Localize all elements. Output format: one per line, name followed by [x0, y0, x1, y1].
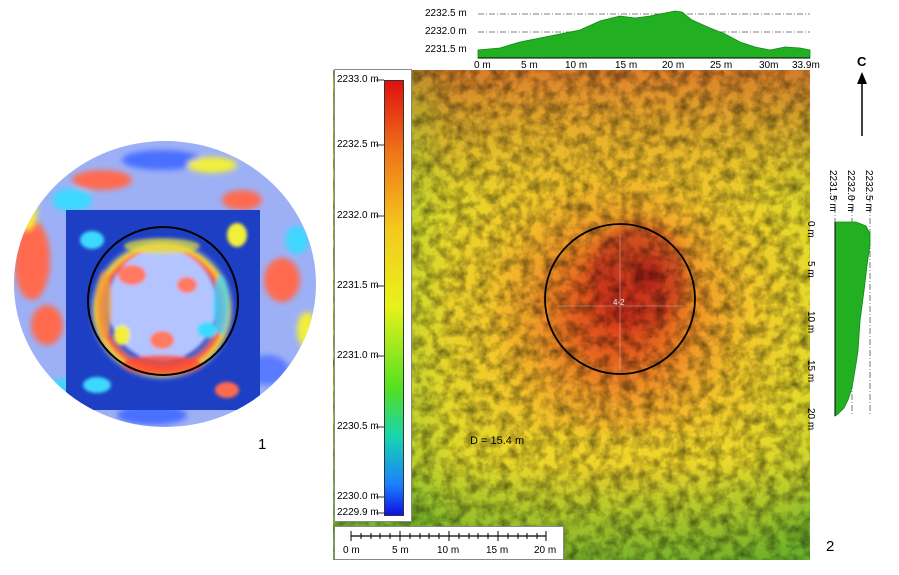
diameter-circle — [544, 223, 696, 375]
colorbar-ticks — [376, 79, 384, 514]
north-label: C — [857, 54, 867, 69]
side-profile-chart — [834, 196, 871, 417]
heatmap-panel — [14, 141, 316, 427]
scale-tick-3: 15 m — [486, 545, 509, 556]
top-profile-area — [477, 10, 811, 59]
diameter-label: D = 15.4 m — [470, 435, 525, 447]
colorbar-label-3: 2231.5 m — [337, 280, 379, 291]
elevation-map — [333, 70, 810, 560]
panel-2-number: 2 — [826, 538, 835, 555]
scale-tick-1: 5 m — [392, 545, 409, 556]
colorbar-label-6: 2230.0 m — [337, 491, 379, 502]
scale-bar — [350, 531, 547, 541]
scale-tick-4: 20 m — [534, 545, 557, 556]
circle-outline — [87, 226, 239, 376]
top-profile-x-label-2: 10 m — [565, 60, 588, 71]
scale-tick-2: 10 m — [437, 545, 460, 556]
top-profile-x-label-0: 0 m — [474, 60, 491, 71]
colorbar-label-5: 2230.5 m — [337, 421, 379, 432]
side-profile-left-label-1: 5 m — [805, 261, 816, 278]
top-profile-y-label-0: 2232.5 m — [425, 8, 467, 19]
scale-tick-0: 0 m — [343, 545, 360, 556]
top-profile-x-label-7: 33.9m — [792, 60, 820, 71]
colorbar-label-4: 2231.0 m — [337, 350, 379, 361]
side-profile-left-label-3: 15 m — [805, 360, 816, 383]
side-profile-left-label-0: 0 m — [805, 221, 816, 238]
top-profile-chart — [477, 10, 811, 59]
heatmap-inner-blobs — [80, 223, 247, 398]
colorbar-label-0: 2233.0 m — [337, 74, 379, 85]
top-profile-x-label-1: 5 m — [521, 60, 538, 71]
top-profile-x-label-5: 25 m — [710, 60, 733, 71]
side-profile-left-label-4: 20 m — [805, 408, 816, 431]
top-profile-x-label-4: 20 m — [662, 60, 685, 71]
north-arrow-icon — [857, 72, 867, 136]
colorbar-label-1: 2232.5 m — [337, 139, 379, 150]
top-profile-y-label-1: 2232.0 m — [425, 26, 467, 37]
side-profile-left-label-2: 10 m — [805, 311, 816, 334]
colorbar-label-2: 2232.0 m — [337, 210, 379, 221]
top-profile-x-label-3: 15 m — [615, 60, 638, 71]
top-profile-y-label-2: 2231.5 m — [425, 44, 467, 55]
top-profile-x-label-6: 30m — [759, 60, 779, 71]
colorbar-label-7: 2229.9 m — [337, 507, 379, 518]
side-profile-area — [834, 221, 871, 417]
colorbar-gradient — [384, 80, 404, 516]
center-point-label: 4-2 — [613, 298, 625, 307]
panel-1-number: 1 — [258, 436, 267, 453]
center-crosshair — [558, 235, 683, 375]
